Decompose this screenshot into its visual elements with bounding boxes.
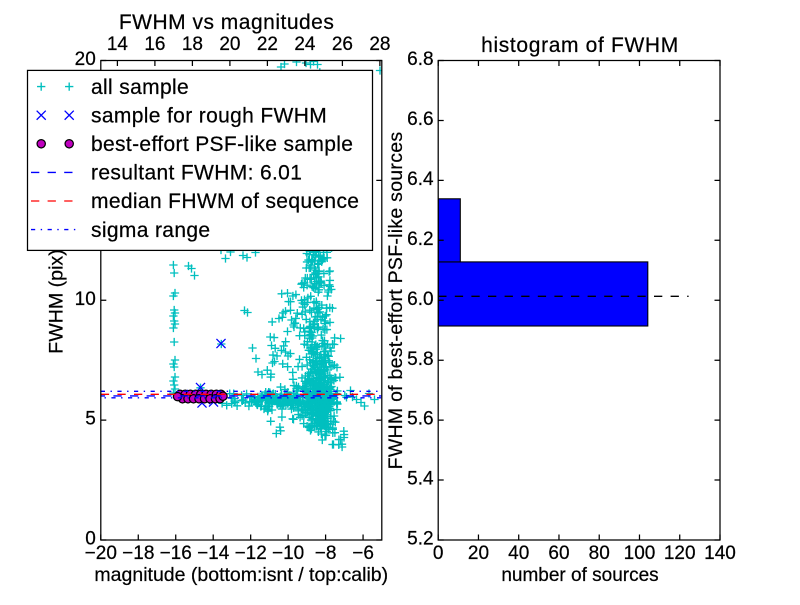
svg-text:−8: −8 (315, 543, 337, 564)
svg-text:20: 20 (468, 543, 489, 564)
svg-text:10: 10 (75, 289, 96, 310)
svg-text:140: 140 (704, 543, 736, 564)
svg-text:0: 0 (433, 543, 444, 564)
svg-text:6.0: 6.0 (407, 289, 433, 310)
svg-text:−14: −14 (197, 543, 230, 564)
svg-text:20: 20 (219, 34, 240, 55)
svg-text:6.6: 6.6 (407, 109, 433, 130)
svg-text:18: 18 (182, 34, 203, 55)
svg-text:−10: −10 (272, 543, 304, 564)
svg-text:all sample: all sample (91, 76, 189, 99)
svg-text:median FHWM of sequence: median FHWM of sequence (91, 190, 359, 213)
svg-text:5.2: 5.2 (407, 529, 433, 550)
svg-text:60: 60 (548, 543, 569, 564)
svg-text:resultant FWHM: 6.01: resultant FWHM: 6.01 (91, 162, 302, 185)
svg-text:magnitude (bottom:isnt / top:c: magnitude (bottom:isnt / top:calib) (94, 564, 388, 586)
svg-text:−12: −12 (235, 543, 267, 564)
svg-text:number of sources: number of sources (501, 565, 658, 586)
svg-text:−20: −20 (85, 543, 117, 564)
svg-text:120: 120 (664, 543, 696, 564)
svg-text:−18: −18 (122, 543, 154, 564)
svg-text:0: 0 (85, 529, 96, 550)
svg-text:histogram of FWHM: histogram of FWHM (481, 34, 679, 57)
svg-text:−16: −16 (160, 543, 192, 564)
svg-text:5.8: 5.8 (407, 349, 433, 370)
svg-text:FWHM vs magnitudes: FWHM vs magnitudes (119, 11, 335, 34)
svg-text:sample for rough FWHM: sample for rough FWHM (91, 104, 327, 127)
svg-text:6.2: 6.2 (407, 229, 433, 250)
svg-text:FWHM of best-effort PSF-like s: FWHM of best-effort PSF-like sources (385, 132, 407, 470)
svg-text:28: 28 (369, 34, 390, 55)
svg-text:sigma range: sigma range (91, 219, 210, 242)
svg-text:5: 5 (85, 409, 96, 430)
svg-text:−6: −6 (352, 543, 374, 564)
svg-text:80: 80 (589, 543, 610, 564)
svg-text:26: 26 (332, 34, 353, 55)
svg-text:5.4: 5.4 (407, 469, 434, 490)
svg-text:22: 22 (257, 34, 278, 55)
svg-text:100: 100 (624, 543, 656, 564)
svg-text:24: 24 (294, 34, 316, 55)
svg-text:16: 16 (144, 34, 165, 55)
svg-text:40: 40 (508, 543, 529, 564)
svg-text:20: 20 (75, 49, 96, 70)
svg-text:best-effort PSF-like sample: best-effort PSF-like sample (91, 133, 353, 156)
svg-text:6.4: 6.4 (407, 169, 434, 190)
svg-text:14: 14 (107, 34, 129, 55)
svg-text:6.8: 6.8 (407, 49, 433, 70)
svg-text:5.6: 5.6 (407, 409, 433, 430)
svg-text:FWHM (pix): FWHM (pix) (45, 249, 67, 353)
